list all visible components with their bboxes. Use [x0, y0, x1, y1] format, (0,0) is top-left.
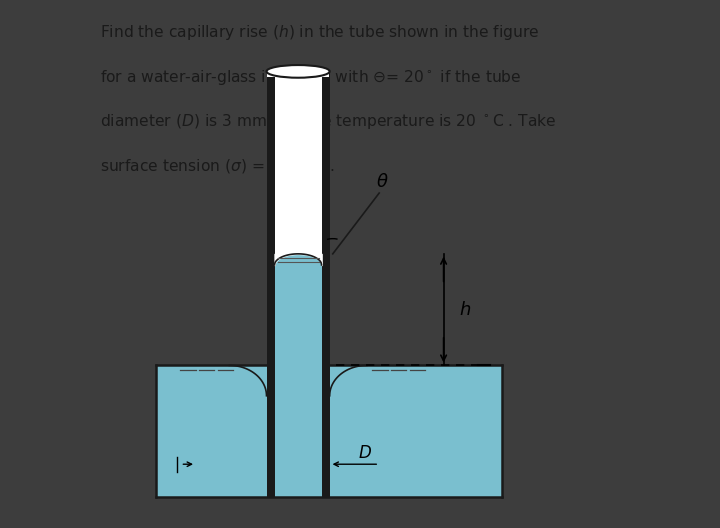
Ellipse shape: [266, 65, 330, 78]
Text: surface tension ($\sigma$) = 0.2 N/m.: surface tension ($\sigma$) = 0.2 N/m.: [100, 157, 335, 175]
Text: Find the capillary rise ($h$) in the tube shown in the figure: Find the capillary rise ($h$) in the tub…: [100, 23, 539, 42]
Text: $h$: $h$: [459, 300, 472, 318]
Text: $\theta$: $\theta$: [376, 173, 389, 191]
Text: diameter ($D$) is 3 mm and the temperature is 20 $^\circ$C . Take: diameter ($D$) is 3 mm and the temperatu…: [100, 112, 557, 131]
Bar: [267, 71, 329, 78]
Bar: [274, 254, 322, 497]
Text: for a water-air-glass interface with $\ominus$= 20$^\circ$ if the tube: for a water-air-glass interface with $\o…: [100, 68, 521, 87]
Bar: [156, 365, 503, 497]
Bar: [274, 71, 322, 254]
Bar: [322, 71, 330, 497]
Bar: [266, 71, 274, 497]
Text: $D$: $D$: [358, 444, 372, 461]
